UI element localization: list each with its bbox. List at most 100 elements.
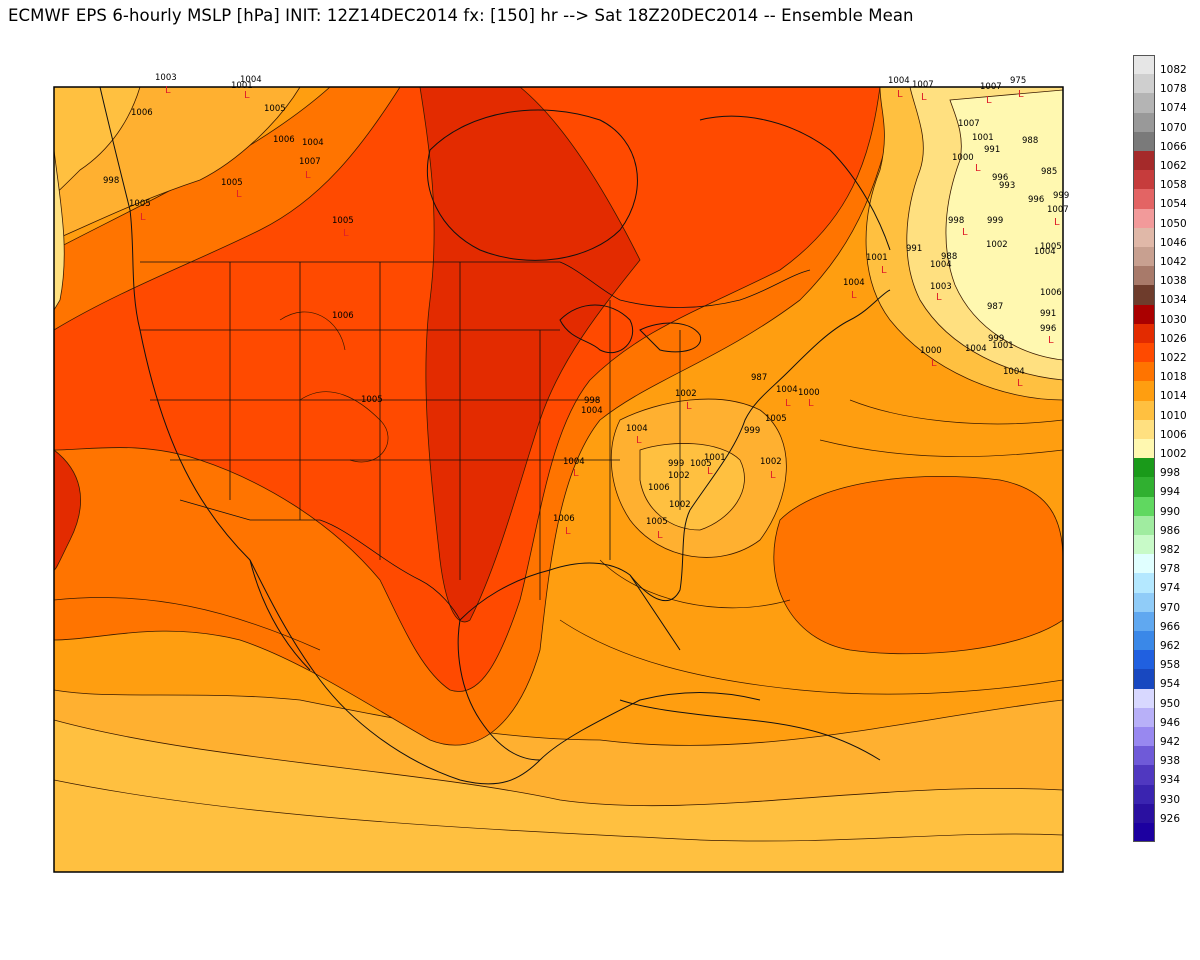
pressure-label: 1001 <box>866 253 888 263</box>
pressure-label: 1002 <box>986 240 1008 250</box>
pressure-label: 1006 <box>1040 288 1062 298</box>
legend-label: 1070 <box>1160 121 1187 134</box>
legend-swatch <box>1133 170 1155 190</box>
pressure-label: 998 <box>584 396 600 406</box>
legend-swatch <box>1133 55 1155 75</box>
legend-label: 1050 <box>1160 217 1187 230</box>
low-pressure-marker: L <box>236 189 242 200</box>
legend-label: 1026 <box>1160 332 1187 345</box>
legend-swatch <box>1133 247 1155 267</box>
legend-entry: 950 <box>1133 688 1193 709</box>
low-pressure-marker: L <box>975 163 981 174</box>
pressure-label: 999 <box>987 216 1003 226</box>
pressure-label: 1004 <box>888 76 910 86</box>
legend-entry: 1046 <box>1133 227 1193 248</box>
pressure-label: 1007 <box>958 119 980 129</box>
pressure-label: 1005 <box>332 216 354 226</box>
low-pressure-marker: L <box>707 466 713 477</box>
legend-swatch <box>1133 285 1155 305</box>
pressure-label: 996 <box>992 173 1008 183</box>
pressure-label: 1007 <box>1047 205 1069 215</box>
legend-label: 934 <box>1160 774 1181 787</box>
legend-entry: 966 <box>1133 611 1193 632</box>
low-pressure-marker: L <box>1017 378 1023 389</box>
legend-label: 1010 <box>1160 409 1187 422</box>
pressure-label: 999 <box>668 459 684 469</box>
pressure-label: 1006 <box>131 108 153 118</box>
pressure-label: 975 <box>1010 76 1026 86</box>
low-pressure-marker: L <box>808 398 814 409</box>
legend-swatch <box>1133 611 1155 631</box>
legend-entry: 942 <box>1133 727 1193 747</box>
low-pressure-marker: L <box>244 90 250 101</box>
low-pressure-marker: L <box>1054 217 1060 228</box>
pressure-label: 1006 <box>273 135 295 145</box>
pressure-label: 1005 <box>765 414 787 424</box>
legend-entry: 1030 <box>1133 304 1193 326</box>
legend-label: 1030 <box>1160 313 1187 326</box>
low-pressure-marker: L <box>573 468 579 479</box>
legend-entry: 1074 <box>1133 93 1193 113</box>
mslp-map: 1003 1004 1001 1005 1006 1004 1007 1006 998 1005 1… <box>53 73 1069 873</box>
pressure-label: 1007 <box>980 82 1002 92</box>
pressure-label: 1002 <box>760 457 782 467</box>
pressure-label: 988 <box>1022 136 1038 146</box>
legend-label: 1058 <box>1160 179 1187 192</box>
low-pressure-marker: L <box>936 292 942 303</box>
legend-label: 1038 <box>1160 275 1187 288</box>
legend-swatch <box>1133 477 1155 497</box>
pressure-label: 999 <box>988 334 1004 344</box>
legend-label: 926 <box>1160 812 1181 825</box>
legend-label: 998 <box>1160 467 1181 480</box>
legend-swatch <box>1133 727 1155 747</box>
legend-swatch <box>1133 765 1155 785</box>
legend-swatch <box>1133 381 1155 401</box>
legend-label: 938 <box>1160 755 1181 768</box>
pressure-label: 1004 <box>776 385 798 395</box>
legend-entry: 982 <box>1133 535 1193 555</box>
legend-label: 962 <box>1160 640 1181 652</box>
legend-swatch <box>1133 343 1155 363</box>
legend-label: 958 <box>1160 659 1181 672</box>
legend-swatch <box>1133 151 1155 171</box>
legend-label: 1014 <box>1160 390 1187 403</box>
pressure-label: 987 <box>751 373 767 383</box>
pressure-label: 1005 <box>1040 242 1062 252</box>
legend-entry: 958 <box>1133 650 1193 672</box>
pressure-label: 1005 <box>221 178 243 188</box>
coastlines <box>99 86 891 785</box>
legend-label: 1066 <box>1160 140 1187 153</box>
legend-swatch <box>1133 227 1155 247</box>
low-pressure-marker: L <box>140 212 146 223</box>
pressure-label: 987 <box>987 302 1003 312</box>
low-pressure-marker: L <box>881 265 887 276</box>
pressure-label: 1004 <box>965 344 987 354</box>
legend-entry: 994 <box>1133 477 1193 497</box>
pressure-label: 1003 <box>155 73 177 83</box>
low-pressure-marker: L <box>770 470 776 481</box>
map-frame <box>53 86 1064 873</box>
legend-entry: 1014 <box>1133 381 1193 403</box>
legend-swatch <box>1133 554 1155 574</box>
pressure-label: 1005 <box>646 517 668 527</box>
pressure-label: 1007 <box>299 157 321 167</box>
low-pressure-marker: L <box>897 89 903 100</box>
pressure-label: 988 <box>941 252 957 262</box>
pressure-label: 1004 <box>563 457 585 467</box>
low-pressure-marker: L <box>565 526 571 537</box>
low-pressure-marker: L <box>962 227 968 238</box>
pressure-label: 1004 <box>626 424 648 434</box>
legend-entry: 1038 <box>1133 266 1193 288</box>
low-pressure-marker: L <box>657 530 663 541</box>
legend-entry: 978 <box>1133 554 1193 574</box>
legend-entry: 1054 <box>1133 189 1193 209</box>
legend-entry: 1006 <box>1133 419 1193 440</box>
pressure-label: 991 <box>1040 309 1056 319</box>
pressure-label: 1000 <box>920 346 942 356</box>
pressure-label: 998 <box>948 216 964 226</box>
legend-entry: 1022 <box>1133 343 1193 363</box>
legend-entry: 1066 <box>1133 131 1193 153</box>
legend-label: 986 <box>1160 524 1181 537</box>
low-pressure-marker: L <box>931 358 937 369</box>
legend-label: 970 <box>1160 601 1181 614</box>
